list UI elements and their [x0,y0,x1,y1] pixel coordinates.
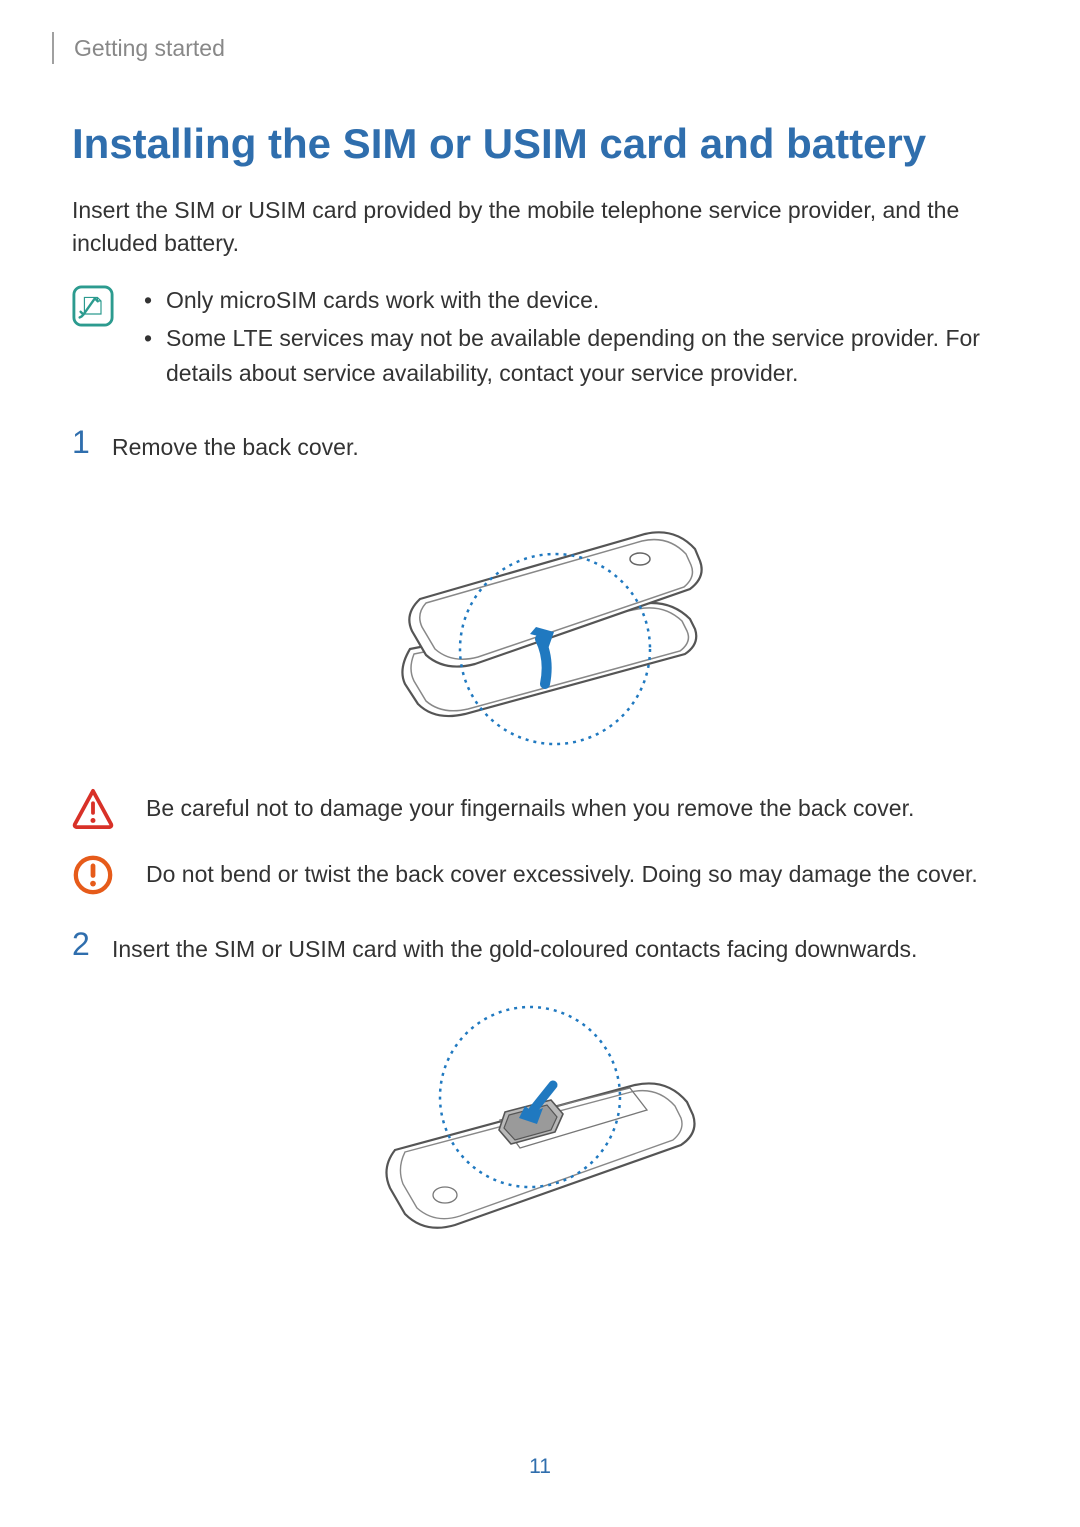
section-header: Getting started [52,32,1008,64]
page-number: 11 [0,1455,1080,1479]
note-bullet: Only microSIM cards work with the device… [138,283,1008,318]
warning-text: Be careful not to damage your fingernail… [146,792,914,825]
step-text: Insert the SIM or USIM card with the gol… [112,930,917,967]
caution-icon [72,854,114,896]
intro-text: Insert the SIM or USIM card provided by … [72,194,1008,261]
section-header-text: Getting started [74,35,225,62]
figure-insert-sim [72,990,1008,1245]
step-text: Remove the back cover. [112,428,359,465]
step-number: 2 [72,928,94,960]
caution-callout: Do not bend or twist the back cover exce… [72,854,1008,896]
note-icon [72,285,114,327]
page-title: Installing the SIM or USIM card and batt… [72,120,1008,168]
warning-callout: Be careful not to damage your fingernail… [72,788,1008,830]
note-bullet: Some LTE services may not be available d… [138,321,1008,390]
note-block: Only microSIM cards work with the device… [72,283,1008,395]
step-1: 1 Remove the back cover. [72,428,1008,465]
figure-remove-cover [72,489,1008,754]
caution-text: Do not bend or twist the back cover exce… [146,858,978,891]
step-number: 1 [72,426,94,458]
note-bullets: Only microSIM cards work with the device… [138,283,1008,395]
step-2: 2 Insert the SIM or USIM card with the g… [72,930,1008,967]
warning-icon [72,788,114,830]
